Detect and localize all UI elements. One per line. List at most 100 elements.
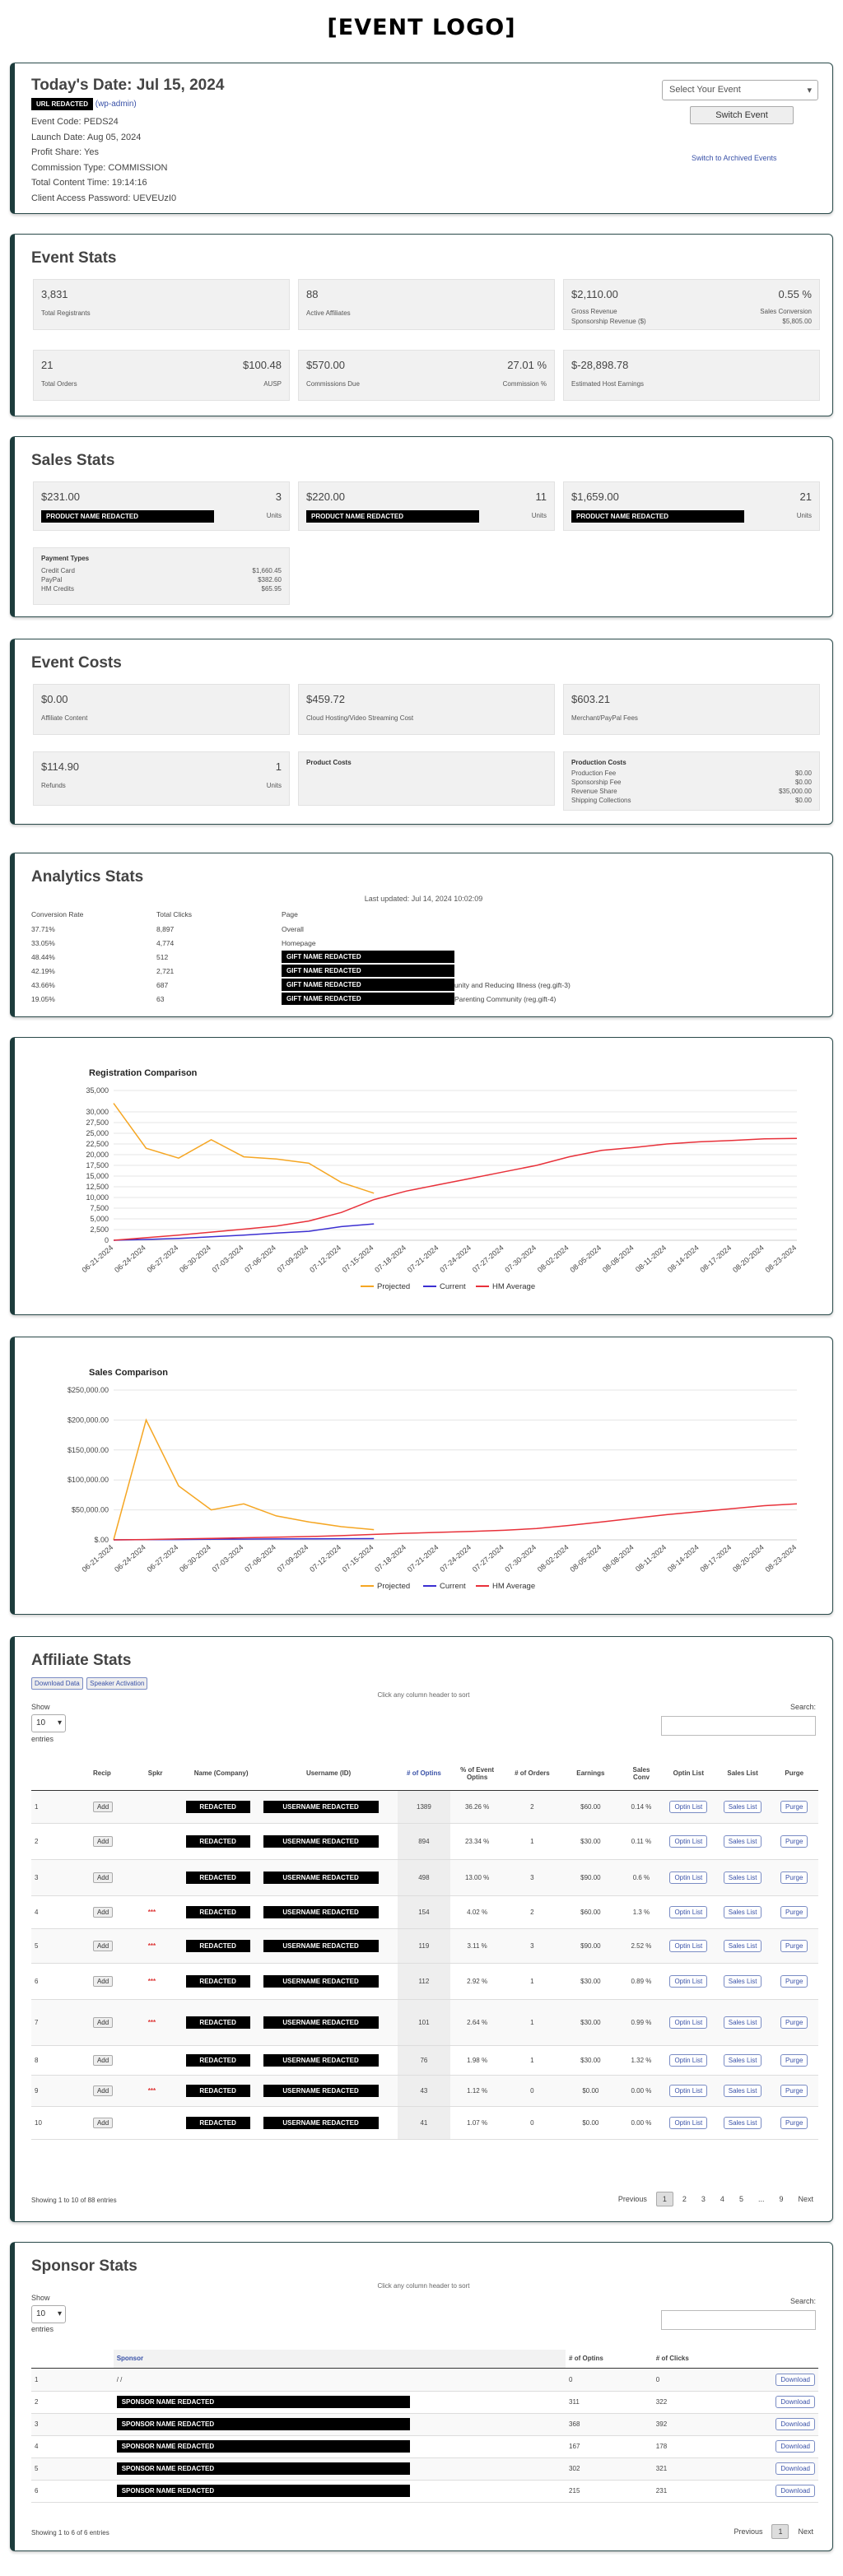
speaker-activation-button[interactable]: Speaker Activation <box>86 1677 148 1690</box>
add-recip-button[interactable]: Add <box>92 1940 114 1951</box>
affiliate-col-header[interactable]: Sales Conv <box>632 1765 650 1781</box>
archived-events-link[interactable]: Switch to Archived Events <box>692 154 777 162</box>
page-length-select[interactable]: 10 ▾ <box>31 1714 66 1732</box>
affiliate-col-header[interactable]: Earnings <box>576 1769 605 1778</box>
sponsor-page-length-select[interactable]: 10 ▾ <box>31 2305 66 2323</box>
stat-value: $570.00 <box>306 359 345 371</box>
download-button[interactable]: Download <box>775 2396 815 2408</box>
purge-button[interactable]: Purge <box>780 1834 808 1848</box>
affiliate-col-header[interactable]: # of Optins <box>407 1769 441 1778</box>
sales-list-button[interactable]: Sales List <box>723 1974 762 1988</box>
add-recip-button[interactable]: Add <box>92 1975 114 1987</box>
download-button[interactable]: Download <box>775 2418 815 2430</box>
affiliate-col-header[interactable] <box>31 1757 90 1790</box>
affiliate-col-header[interactable]: # of Orders <box>515 1769 550 1778</box>
purge-button[interactable]: Purge <box>780 2053 808 2067</box>
sponsor-col-header[interactable] <box>31 2350 114 2368</box>
optin-list-button[interactable]: Optin List <box>669 1834 708 1848</box>
x-tick-label: 07-24-2024 <box>438 1244 473 1274</box>
affiliate-col-header[interactable]: Username (ID) <box>305 1769 352 1778</box>
sales-list-button[interactable]: Sales List <box>723 1800 762 1813</box>
optin-list-button[interactable]: Optin List <box>669 1905 708 1918</box>
username-redacted: USERNAME REDACTED <box>263 1905 379 1918</box>
page-link[interactable]: Previous <box>734 2527 763 2536</box>
affiliate-col-header[interactable]: Sales List <box>727 1769 758 1778</box>
sponsor-col-header[interactable]: # of Optins <box>569 2355 603 2363</box>
page-link[interactable]: 1 <box>655 2192 673 2206</box>
sales-list-button[interactable]: Sales List <box>723 1871 762 1884</box>
search-input[interactable] <box>661 1716 816 1736</box>
stat-value: $231.00 <box>41 491 80 503</box>
sales-list-button[interactable]: Sales List <box>723 1905 762 1918</box>
total-clicks: 2,721 <box>156 966 175 975</box>
sales-list-button[interactable]: Sales List <box>723 1834 762 1848</box>
page-link[interactable]: 4 <box>720 2195 724 2203</box>
x-tick-label: 07-30-2024 <box>503 1244 538 1274</box>
purge-button[interactable]: Purge <box>780 1800 808 1813</box>
download-button[interactable]: Download <box>775 2440 815 2453</box>
download-button[interactable]: Download <box>775 2485 815 2497</box>
purge-button[interactable]: Purge <box>780 2084 808 2097</box>
page-link[interactable]: Previous <box>617 2195 647 2203</box>
affiliate-col-header[interactable]: Optin List <box>673 1769 704 1778</box>
x-tick-label: 07-03-2024 <box>211 1244 245 1274</box>
sales-list-button[interactable]: Sales List <box>723 2016 762 2029</box>
event-select[interactable]: Select Your Event ▾ <box>662 80 818 100</box>
page-link[interactable]: 3 <box>701 2195 706 2203</box>
add-recip-button[interactable]: Add <box>92 1801 114 1812</box>
download-button[interactable]: Download <box>775 2462 815 2475</box>
download-data-button[interactable]: Download Data <box>31 1677 83 1690</box>
page-link[interactable]: 2 <box>682 2195 687 2203</box>
add-recip-button[interactable]: Add <box>92 2085 114 2096</box>
sponsor-col-header[interactable]: # of Clicks <box>655 2355 689 2363</box>
add-recip-button[interactable]: Add <box>92 2117 114 2128</box>
y-tick-label: $.00 <box>94 1536 109 1544</box>
optin-list-button[interactable]: Optin List <box>669 1974 708 1988</box>
sales-list-button[interactable]: Sales List <box>723 1939 762 1952</box>
purge-button[interactable]: Purge <box>780 1905 808 1918</box>
optin-list-button[interactable]: Optin List <box>669 2084 708 2097</box>
download-button[interactable]: Download <box>775 2373 815 2386</box>
affiliate-col-header[interactable]: Purge <box>785 1769 804 1778</box>
optin-list-button[interactable]: Optin List <box>669 2116 708 2129</box>
chart-title: Sales Comparison <box>89 1368 168 1378</box>
sales-list-button[interactable]: Sales List <box>723 2116 762 2129</box>
affiliate-col-header[interactable]: Spkr <box>147 1769 163 1778</box>
add-recip-button[interactable]: Add <box>92 2016 114 2028</box>
purge-button[interactable]: Purge <box>780 2016 808 2029</box>
x-tick-label: 07-09-2024 <box>276 1543 310 1574</box>
optins-count: 154 <box>418 1908 430 1916</box>
add-recip-button[interactable]: Add <box>92 1835 114 1847</box>
sponsor-search-input[interactable] <box>661 2310 816 2330</box>
sales-list-button[interactable]: Sales List <box>723 2053 762 2067</box>
optin-list-button[interactable]: Optin List <box>669 1800 708 1813</box>
affiliate-col-header[interactable]: Name (Company) <box>193 1769 249 1778</box>
optin-list-button[interactable]: Optin List <box>669 1871 708 1884</box>
optin-list-button[interactable]: Optin List <box>669 1939 708 1952</box>
affiliate-col-header[interactable]: Recip <box>92 1769 111 1778</box>
product-costs-box: Product Costs <box>298 751 555 806</box>
add-recip-button[interactable]: Add <box>92 1906 114 1918</box>
wp-admin-link[interactable]: (wp-admin) <box>95 100 137 109</box>
page-link[interactable]: Next <box>798 2195 813 2203</box>
switch-event-button[interactable]: Switch Event <box>690 106 794 124</box>
affiliate-cell: Sales List <box>715 1963 771 1999</box>
sponsor-col-header[interactable]: Sponsor <box>113 2350 566 2368</box>
sponsor-col-header[interactable] <box>772 2350 818 2368</box>
add-recip-button[interactable]: Add <box>92 1872 114 1883</box>
x-tick-label: 07-27-2024 <box>471 1244 505 1274</box>
purge-button[interactable]: Purge <box>780 1871 808 1884</box>
purge-button[interactable]: Purge <box>780 1939 808 1952</box>
optin-list-button[interactable]: Optin List <box>669 2053 708 2067</box>
optin-list-button[interactable]: Optin List <box>669 2016 708 2029</box>
sales-list-button[interactable]: Sales List <box>723 2084 762 2097</box>
add-recip-button[interactable]: Add <box>92 2054 114 2066</box>
purge-button[interactable]: Purge <box>780 2116 808 2129</box>
page-link[interactable]: 9 <box>779 2195 784 2203</box>
page-link[interactable]: 5 <box>738 2195 743 2203</box>
page-link[interactable]: Next <box>798 2527 813 2536</box>
purge-button[interactable]: Purge <box>780 1974 808 1988</box>
sales-chart: Sales Comparison $.00 $50,000.00 $100,000.0… <box>68 1368 798 1591</box>
affiliate-col-header[interactable]: % of Event Optins <box>460 1765 495 1781</box>
page-link[interactable]: 1 <box>771 2524 789 2539</box>
